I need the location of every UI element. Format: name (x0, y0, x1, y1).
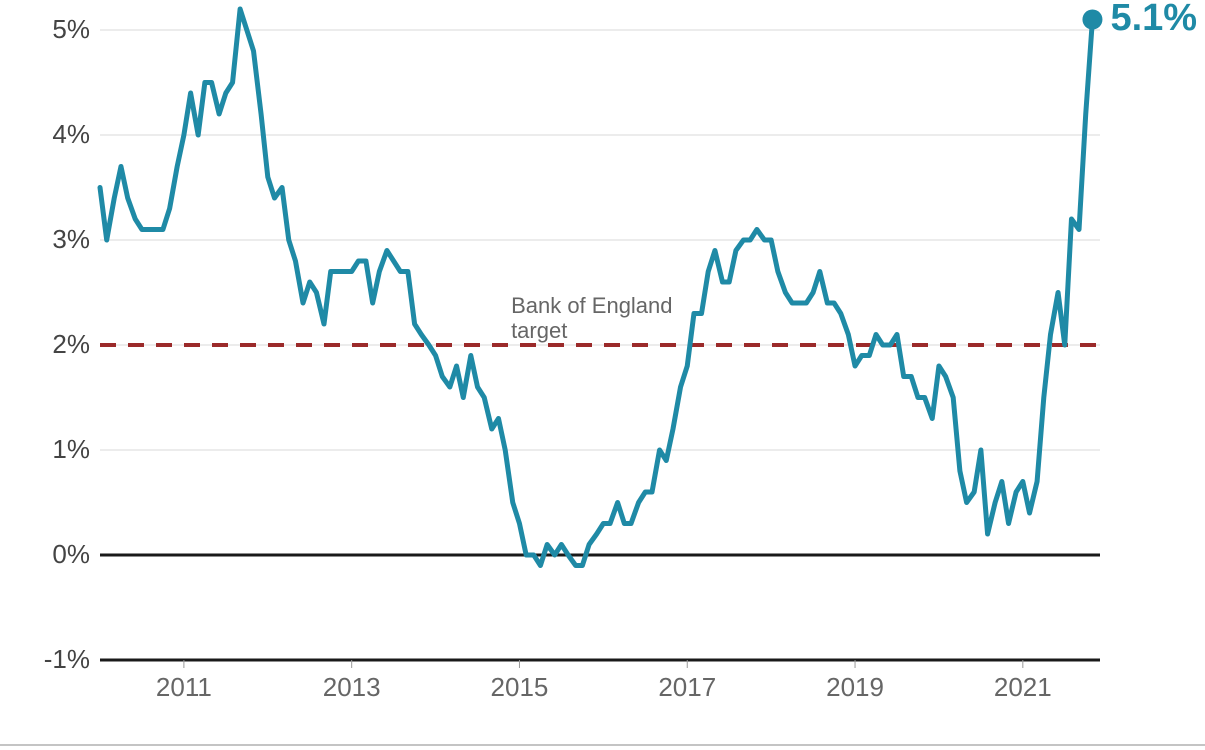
x-axis-tick-label: 2017 (647, 672, 727, 703)
x-axis-tick-label: 2021 (983, 672, 1063, 703)
target-line-label: Bank of Englandtarget (511, 294, 672, 342)
chart-svg (0, 0, 1205, 750)
y-axis-tick-label: 5% (52, 14, 90, 45)
x-axis-tick-label: 2019 (815, 672, 895, 703)
x-axis-tick-label: 2015 (479, 672, 559, 703)
y-axis-tick-label: 1% (52, 434, 90, 465)
x-axis-tick-label: 2011 (144, 672, 224, 703)
y-axis-tick-label: 2% (52, 329, 90, 360)
series-end-callout: 5.1% (1110, 0, 1197, 40)
y-axis-tick-label: 4% (52, 119, 90, 150)
inflation-line-chart: -1% 0% 1% 2% 3% 4% 5% 2011 2013 2015 2017 2019 2021 B… (0, 0, 1205, 750)
y-axis-tick-label: -1% (44, 644, 90, 675)
y-axis-tick-label: 0% (52, 539, 90, 570)
x-axis-tick-label: 2013 (312, 672, 392, 703)
target-label-line1: Bank of England (511, 293, 672, 318)
y-axis-tick-label: 3% (52, 224, 90, 255)
target-label-line2: target (511, 318, 567, 343)
